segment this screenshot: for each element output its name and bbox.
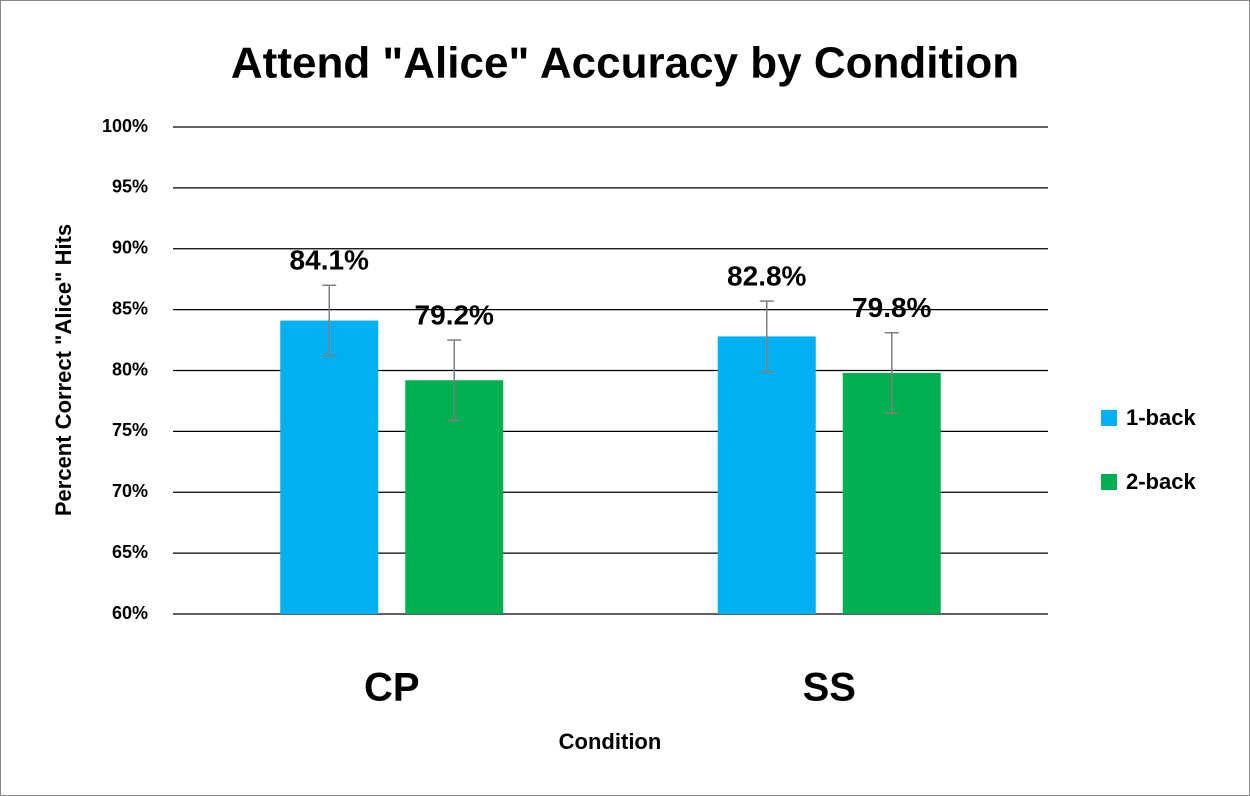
chart-title: Attend "Alice" Accuracy by Condition: [231, 39, 1019, 88]
y-tick-label: 70%: [112, 481, 148, 501]
bar: [717, 336, 816, 614]
y-tick-label: 75%: [112, 420, 148, 440]
y-axis-title: Percent Correct "Alice" Hits: [51, 224, 76, 516]
data-label: 84.1%: [290, 245, 369, 276]
x-axis-title: Condition: [559, 729, 662, 754]
y-tick-label: 60%: [112, 603, 148, 623]
y-tick-label: 100%: [102, 116, 148, 136]
legend-label: 2-back: [1126, 469, 1196, 494]
x-tick-label: CP: [364, 666, 420, 710]
x-tick-label: SS: [803, 666, 856, 710]
legend-swatch: [1101, 410, 1117, 426]
legend-label: 1-back: [1126, 405, 1196, 430]
y-tick-label: 85%: [112, 298, 148, 318]
data-label: 79.8%: [852, 292, 931, 323]
y-tick-label: 95%: [112, 177, 148, 197]
y-tick-label: 90%: [112, 238, 148, 258]
y-tick-label: 65%: [112, 542, 148, 562]
legend-swatch: [1101, 474, 1117, 490]
y-tick-label: 80%: [112, 359, 148, 379]
data-label: 79.2%: [415, 299, 494, 330]
data-label: 82.8%: [727, 260, 806, 291]
bar: [280, 320, 379, 614]
